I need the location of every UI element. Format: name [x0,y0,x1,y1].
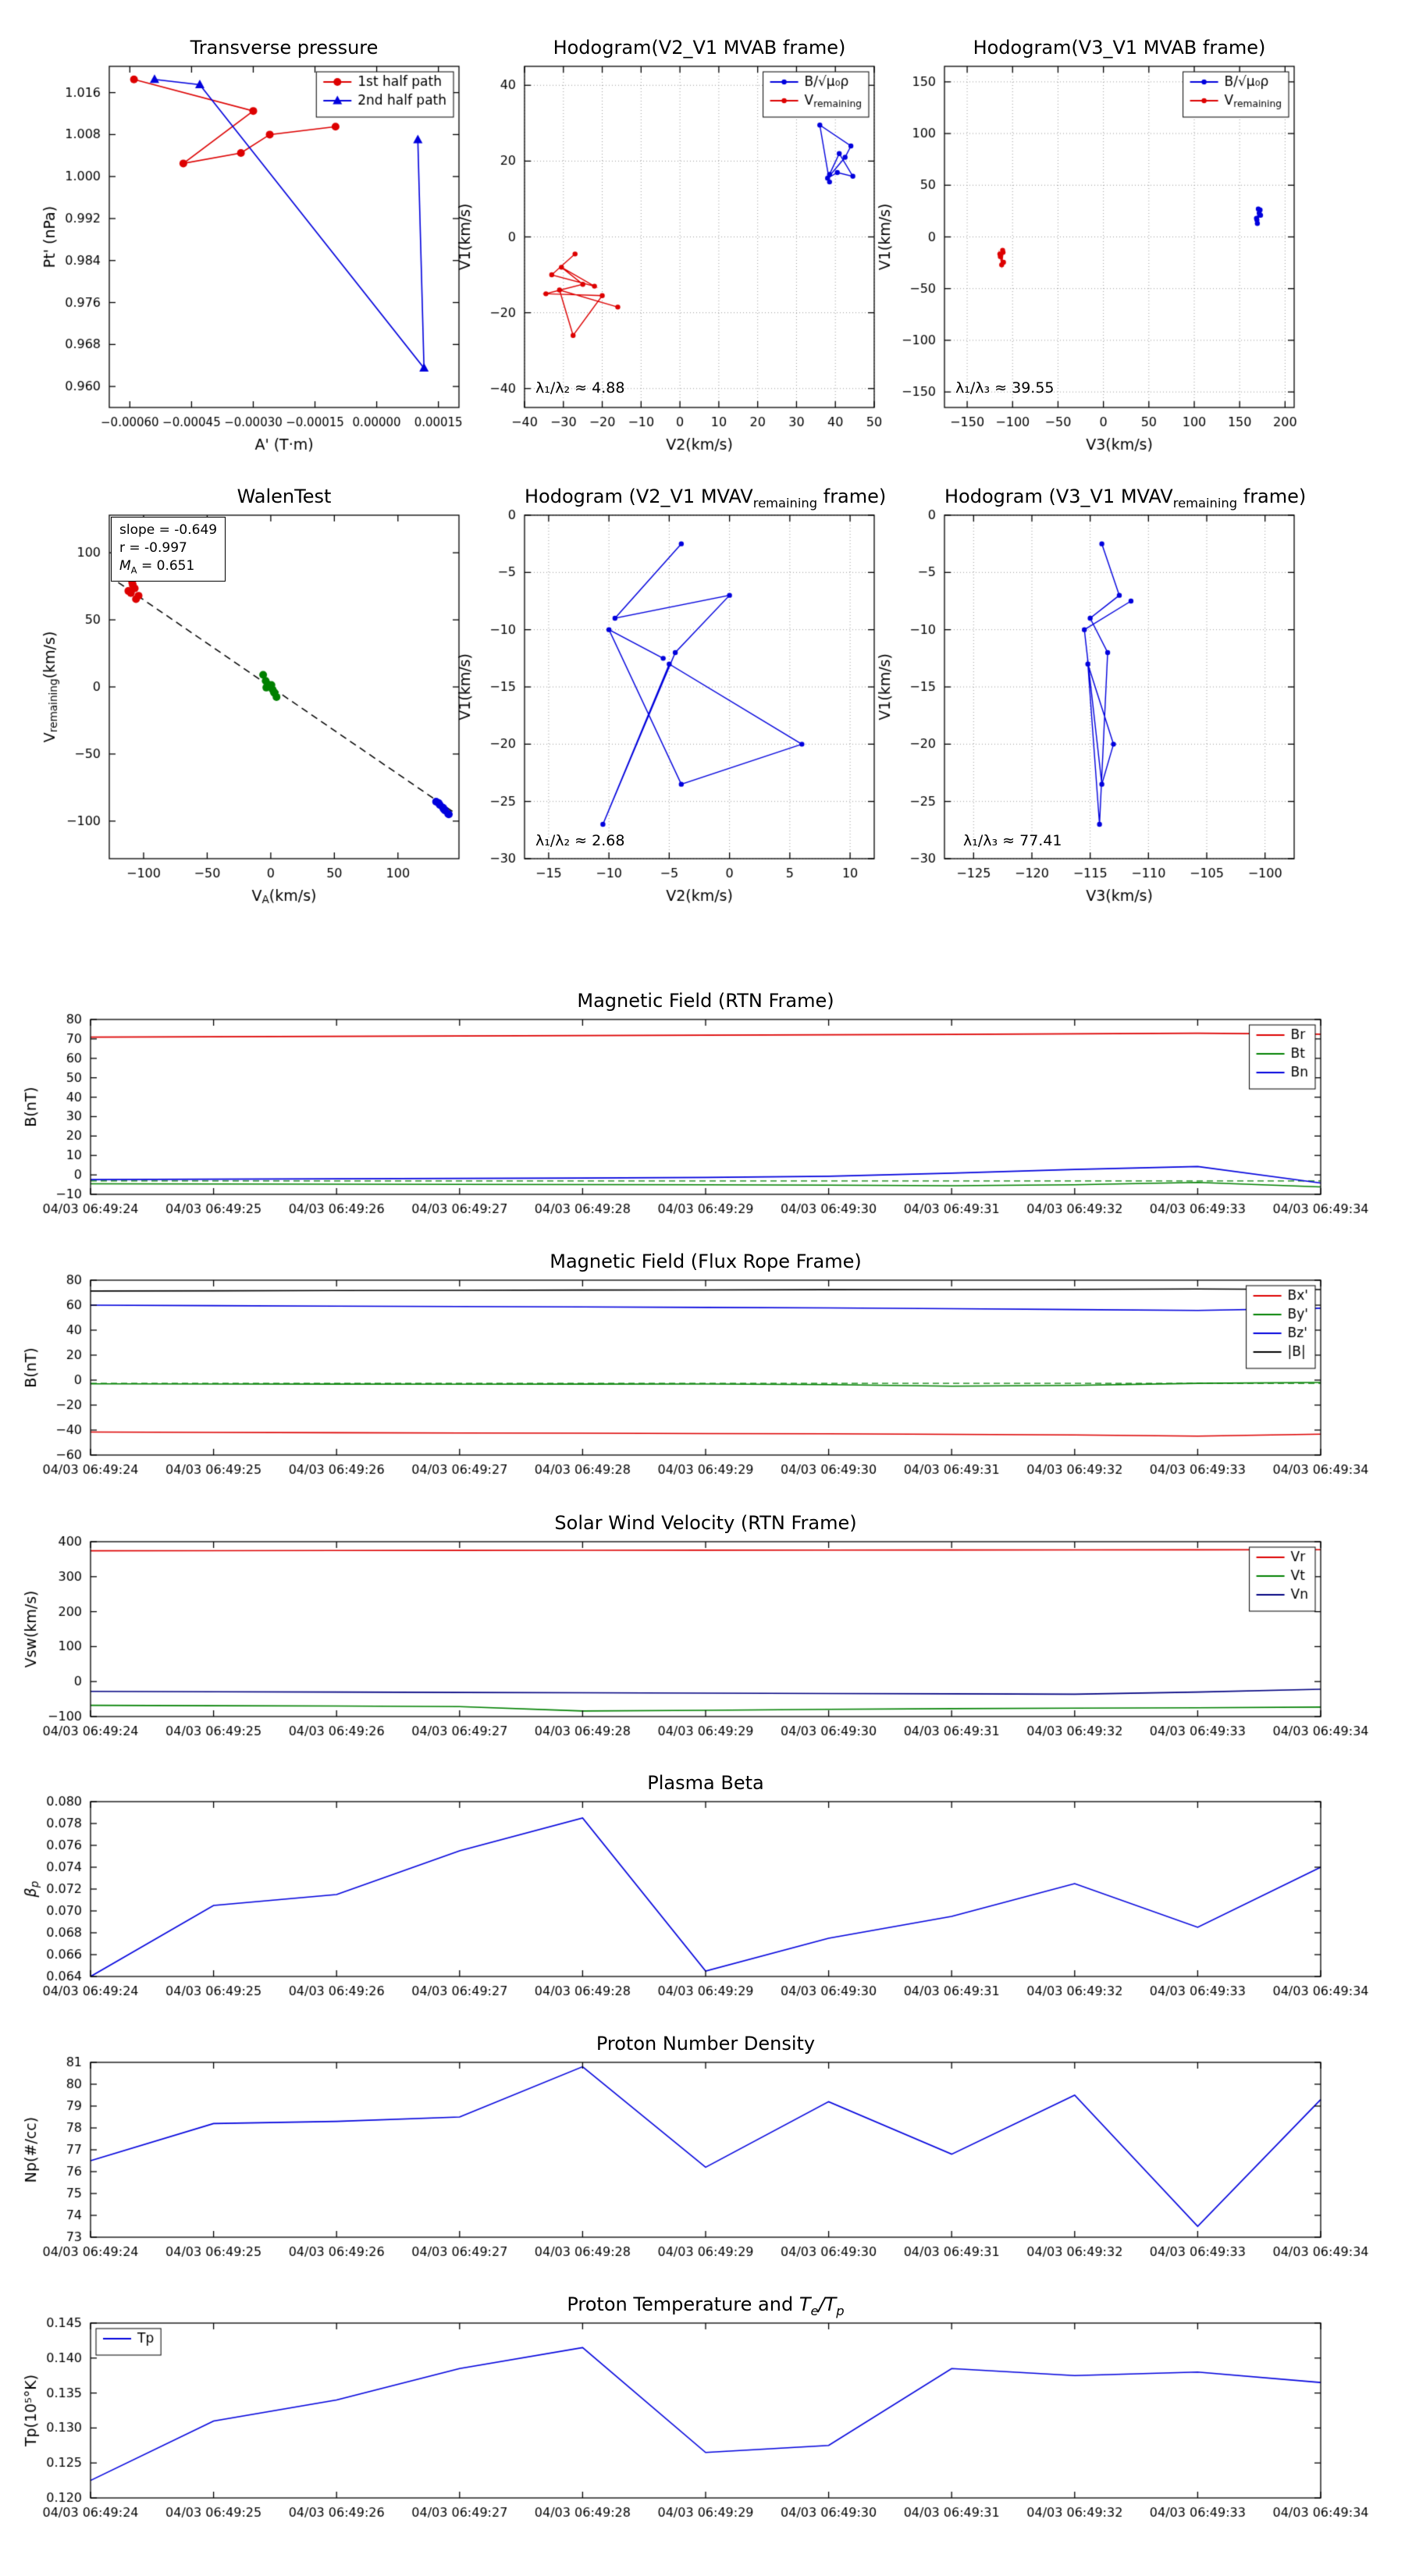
figure-root: Transverse pressure Hodogram(V2_V1 MVAB … [0,0,1405,2576]
figure-canvas [0,0,1405,2576]
